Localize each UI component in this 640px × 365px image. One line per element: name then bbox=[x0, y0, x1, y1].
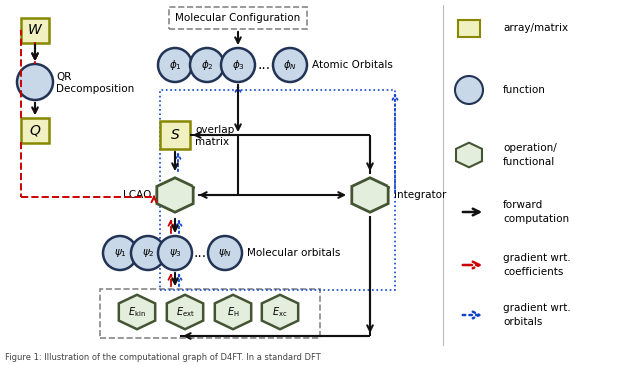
Text: orbitals: orbitals bbox=[503, 317, 542, 327]
Polygon shape bbox=[215, 295, 251, 329]
Text: gradient wrt.: gradient wrt. bbox=[503, 253, 571, 263]
Text: forward: forward bbox=[503, 200, 543, 210]
Text: $\psi_N$: $\psi_N$ bbox=[218, 247, 232, 259]
Bar bbox=[169, 7, 307, 29]
Text: $E_{\mathrm{kin}}$: $E_{\mathrm{kin}}$ bbox=[128, 305, 146, 319]
Polygon shape bbox=[352, 178, 388, 212]
FancyBboxPatch shape bbox=[21, 118, 49, 142]
Text: $\phi_N$: $\phi_N$ bbox=[283, 58, 297, 72]
Text: $\phi_2$: $\phi_2$ bbox=[201, 58, 213, 72]
Text: QR: QR bbox=[56, 72, 72, 82]
Ellipse shape bbox=[221, 48, 255, 82]
Text: $W$: $W$ bbox=[27, 23, 43, 37]
Text: LCAO: LCAO bbox=[123, 190, 151, 200]
Ellipse shape bbox=[17, 64, 53, 100]
Text: Integrator: Integrator bbox=[394, 190, 446, 200]
Text: gradient wrt.: gradient wrt. bbox=[503, 303, 571, 313]
Text: $E_{\mathrm{xc}}$: $E_{\mathrm{xc}}$ bbox=[272, 305, 288, 319]
Text: Figure 1: Illustration of the computational graph of D4FT. In a standard DFT: Figure 1: Illustration of the computatio… bbox=[5, 353, 321, 362]
Text: $E_{\mathrm{ext}}$: $E_{\mathrm{ext}}$ bbox=[175, 305, 195, 319]
Text: ...: ... bbox=[193, 246, 207, 260]
Text: $S$: $S$ bbox=[170, 128, 180, 142]
Ellipse shape bbox=[190, 48, 224, 82]
Text: array/matrix: array/matrix bbox=[503, 23, 568, 33]
Text: $Q$: $Q$ bbox=[29, 123, 41, 138]
Text: functional: functional bbox=[503, 157, 556, 167]
Polygon shape bbox=[456, 143, 482, 167]
Bar bbox=[160, 90, 395, 290]
Text: function: function bbox=[503, 85, 546, 95]
Text: Molecular orbitals: Molecular orbitals bbox=[247, 248, 340, 258]
Text: $\phi_1$: $\phi_1$ bbox=[168, 58, 181, 72]
Text: $E_{\mathrm{H}}$: $E_{\mathrm{H}}$ bbox=[227, 305, 239, 319]
Polygon shape bbox=[167, 295, 203, 329]
FancyBboxPatch shape bbox=[160, 121, 190, 149]
Ellipse shape bbox=[208, 236, 242, 270]
Ellipse shape bbox=[103, 236, 137, 270]
Text: $\psi_2$: $\psi_2$ bbox=[141, 247, 154, 259]
Text: overlap: overlap bbox=[195, 125, 234, 135]
Polygon shape bbox=[157, 178, 193, 212]
Text: coefficients: coefficients bbox=[503, 267, 563, 277]
Text: $\phi_3$: $\phi_3$ bbox=[232, 58, 244, 72]
Ellipse shape bbox=[455, 76, 483, 104]
Text: Atomic Orbitals: Atomic Orbitals bbox=[312, 60, 393, 70]
Text: ...: ... bbox=[257, 58, 271, 72]
Ellipse shape bbox=[158, 236, 192, 270]
Ellipse shape bbox=[158, 48, 192, 82]
Text: matrix: matrix bbox=[195, 137, 229, 147]
Polygon shape bbox=[262, 295, 298, 329]
FancyBboxPatch shape bbox=[458, 19, 480, 36]
Text: Molecular Configuration: Molecular Configuration bbox=[175, 13, 301, 23]
Ellipse shape bbox=[131, 236, 165, 270]
Text: $\psi_3$: $\psi_3$ bbox=[168, 247, 182, 259]
Text: computation: computation bbox=[503, 214, 569, 224]
FancyBboxPatch shape bbox=[21, 18, 49, 42]
Polygon shape bbox=[119, 295, 155, 329]
Text: operation/: operation/ bbox=[503, 143, 557, 153]
Ellipse shape bbox=[273, 48, 307, 82]
Text: Decomposition: Decomposition bbox=[56, 84, 134, 94]
Text: $\psi_1$: $\psi_1$ bbox=[113, 247, 127, 259]
Bar bbox=[100, 289, 320, 338]
